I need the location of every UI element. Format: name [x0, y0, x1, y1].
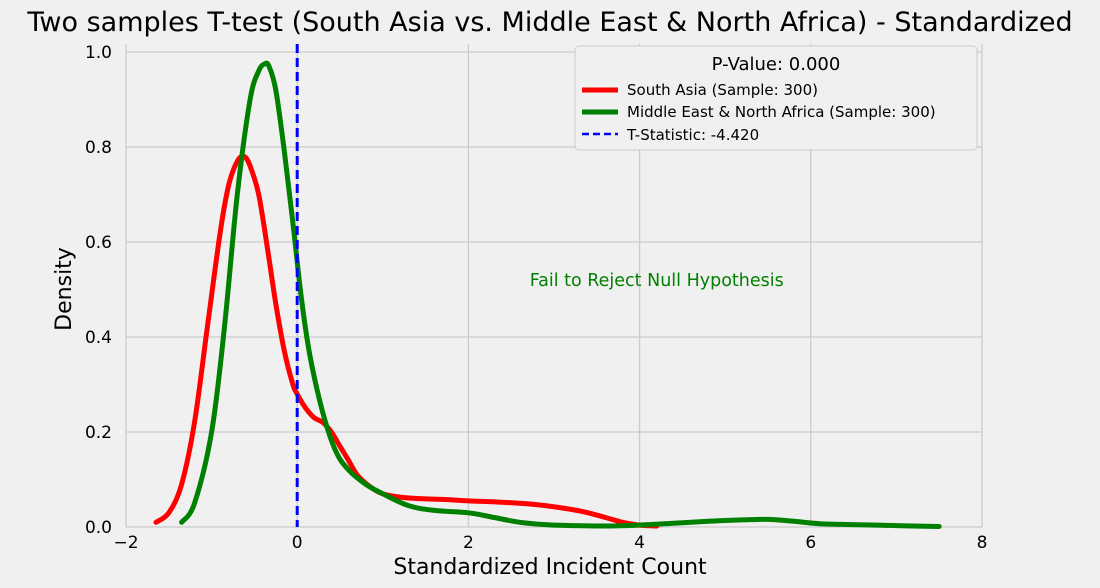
legend-label-south-asia: South Asia (Sample: 300): [627, 81, 818, 99]
x-tick-label: −2: [113, 533, 138, 553]
legend-label-middle-east-north-africa: Middle East & North Africa (Sample: 300): [627, 103, 936, 121]
density-line-middle-east-north-africa: [179, 60, 942, 529]
y-tick-label: 0.8: [85, 138, 112, 158]
legend-title: P-Value: 0.000: [712, 54, 841, 75]
x-tick-label: 6: [805, 533, 816, 553]
hypothesis-annotation: Fail to Reject Null Hypothesis: [530, 271, 784, 291]
x-tick-label: 2: [463, 533, 474, 553]
plot-area: [153, 44, 942, 529]
y-tick-label: 1.0: [85, 43, 112, 63]
chart-title: Two samples T-test (South Asia vs. Middl…: [26, 7, 1072, 38]
x-tick-label: 0: [292, 533, 303, 553]
y-axis-label: Density: [52, 247, 77, 331]
tick-labels: −2 0 2 4 6 8 0.0 0.2 0.4 0.6 0.8 1.0: [85, 43, 987, 553]
y-tick-label: 0.4: [85, 328, 112, 348]
x-axis-label: Standardized Incident Count: [393, 555, 707, 580]
legend: P-Value: 0.000 South Asia (Sample: 300) …: [574, 45, 978, 151]
legend-box: [574, 45, 978, 151]
y-tick-label: 0.2: [85, 423, 112, 443]
y-tick-label: 0.6: [85, 233, 112, 253]
x-tick-label: 8: [977, 533, 988, 553]
x-tick-label: 4: [634, 533, 645, 553]
legend-label-t-statistic: T-Statistic: -4.420: [626, 126, 759, 144]
y-tick-label: 0.0: [85, 518, 112, 538]
